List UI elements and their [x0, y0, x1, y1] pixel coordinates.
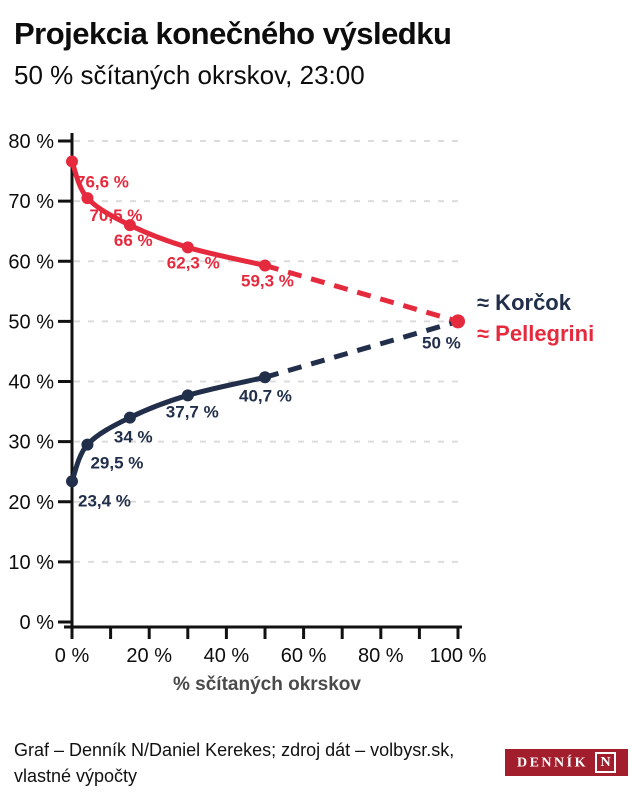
data-point-dot	[66, 155, 78, 168]
credit-line-1: Graf – Denník N/Daniel Kerekes; zdroj dá…	[14, 740, 455, 760]
data-point-dot	[123, 411, 136, 424]
y-tick-label: 40 %	[8, 372, 54, 394]
data-point-label: 62,3 %	[167, 253, 220, 272]
x-tick-label: 80 %	[358, 645, 404, 667]
page-title: Projekcia konečného výsledku	[14, 16, 452, 51]
logo-n-mark: N	[595, 752, 616, 773]
y-tick-label: 50 %	[8, 311, 54, 333]
y-tick-label: 10 %	[8, 552, 54, 574]
x-tick-label: 100 %	[430, 645, 487, 667]
data-point-label: 76,6 %	[76, 172, 129, 191]
y-tick-label: 70 %	[8, 191, 54, 213]
x-axis-title: % sčítaných okrskov	[173, 674, 361, 695]
data-point-label: 34 %	[114, 428, 153, 447]
chart-legend: ≈ Korčok ≈ Pellegrini	[477, 287, 594, 349]
x-tick-label: 60 %	[281, 645, 327, 667]
data-point-dot	[66, 475, 78, 488]
data-point-dot	[181, 389, 194, 402]
y-tick-label: 20 %	[8, 492, 54, 514]
data-point-label: 59,3 %	[241, 271, 294, 290]
credit-line-2: vlastné výpočty	[14, 766, 138, 786]
x-tick-label: 20 %	[126, 645, 172, 667]
data-point-label: 29,5 %	[90, 454, 143, 473]
data-point-label: 40,7 %	[239, 386, 292, 405]
gridlines	[74, 140, 462, 563]
y-tick-label: 0 %	[20, 612, 55, 634]
series-pellegrini: 76,6 % 70,5 % 66 % 62,3 % 59,3 %	[66, 155, 465, 329]
x-tick-label: 0 %	[55, 645, 90, 667]
data-point-dot	[181, 241, 194, 254]
data-point-label: 23,4 %	[78, 491, 131, 510]
projection-line-chart: 0 % 10 % 20 % 30 % 40 % 50 % 60 % 70 % 80 % 0 % 20…	[8, 131, 486, 695]
data-point-label: 66 %	[114, 231, 153, 250]
projection-dashed-line	[264, 318, 459, 380]
dennik-n-logo: DENNÍK N	[505, 749, 628, 776]
projection-end-dot	[451, 314, 465, 329]
legend-item-korcok: ≈ Korčok	[477, 290, 571, 315]
data-point-dot	[259, 371, 271, 384]
data-point-dot	[81, 192, 94, 205]
data-point-label: 70,5 %	[89, 206, 142, 225]
logo-wordmark: DENNÍK	[516, 755, 588, 770]
projection-label: 50 %	[422, 333, 461, 352]
page-subtitle: 50 % sčítaných okrskov, 23:00	[14, 60, 365, 90]
x-tick-label: 40 %	[204, 645, 250, 667]
axes: 0 % 10 % 20 % 30 % 40 % 50 % 60 % 70 % 80 % 0 % 20…	[8, 131, 486, 695]
data-point-dot	[259, 259, 271, 272]
source-credit: Graf – Denník N/Daniel Kerekes; zdroj dá…	[14, 737, 454, 789]
data-point-dot	[123, 219, 136, 232]
y-tick-label: 30 %	[8, 432, 54, 454]
projection-dashed-line	[264, 263, 459, 324]
y-tick-label: 60 %	[8, 251, 54, 273]
legend-item-pellegrini: ≈ Pellegrini	[477, 321, 595, 346]
series-korčok: 23,4 % 29,5 % 34 % 37,7 % 40,7 % 50 %	[66, 318, 461, 510]
data-point-dot	[81, 438, 94, 451]
data-point-label: 37,7 %	[166, 402, 219, 421]
y-tick-label: 80 %	[8, 131, 54, 153]
